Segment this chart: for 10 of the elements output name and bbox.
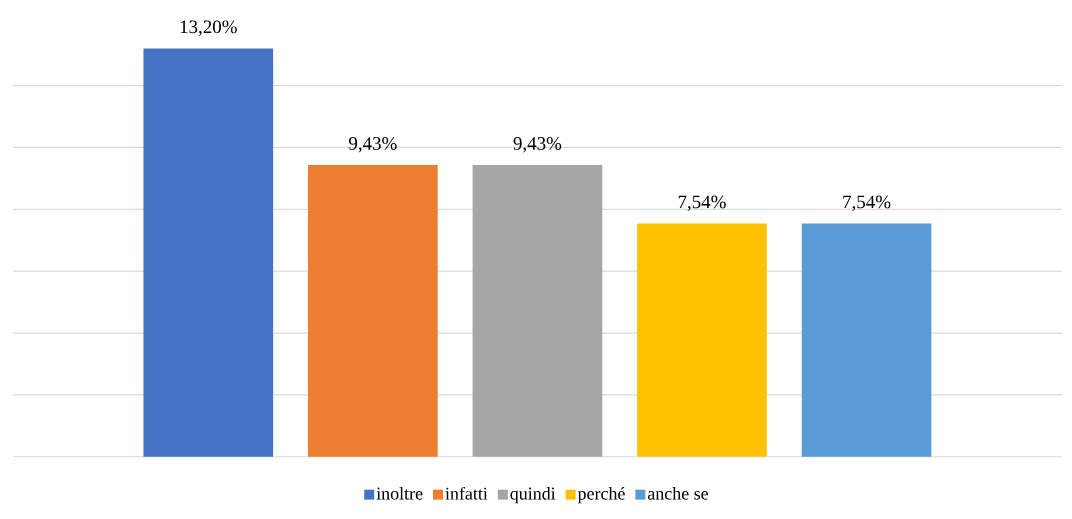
legend-label: inoltre [376,487,423,500]
data-label: 9,43% [513,137,562,153]
legend-label: anche se [647,487,709,500]
legend-label: infatti [445,487,488,500]
data-label: 9,43% [348,137,397,153]
data-label: 13,20% [180,20,237,37]
legend-label: quindi [510,487,556,504]
data-label: 7,54% [843,195,891,212]
data-label: 7,54% [678,195,726,212]
legend-label: perché [577,487,625,504]
